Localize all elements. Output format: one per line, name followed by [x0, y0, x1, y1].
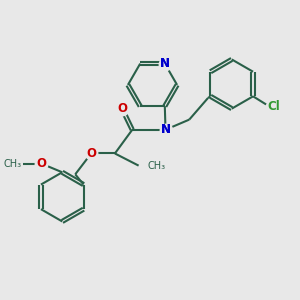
Text: O: O	[86, 147, 96, 160]
Text: N: N	[160, 123, 170, 136]
Text: CH₃: CH₃	[3, 159, 21, 169]
Text: N: N	[160, 123, 170, 136]
Text: O: O	[36, 157, 46, 170]
Text: CH₃: CH₃	[148, 160, 166, 171]
Text: O: O	[117, 102, 127, 116]
Text: Cl: Cl	[268, 100, 280, 113]
Text: N: N	[160, 57, 170, 70]
Text: N: N	[160, 57, 170, 70]
